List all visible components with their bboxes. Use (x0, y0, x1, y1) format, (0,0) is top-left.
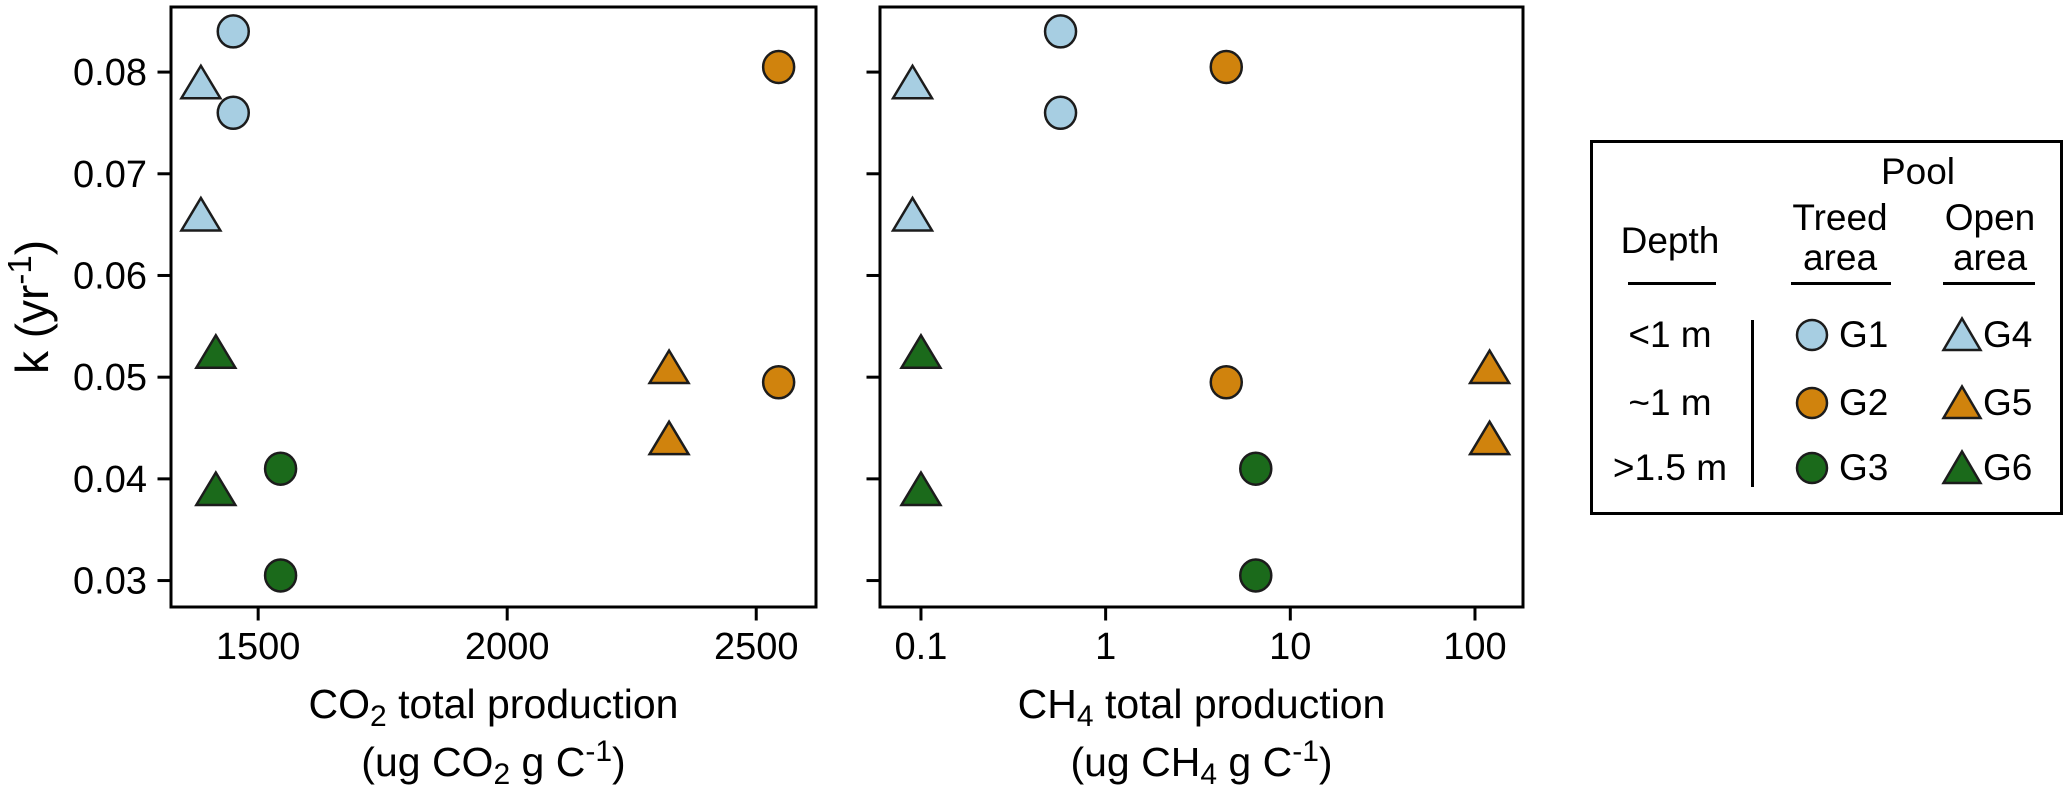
legend-open-header: Open area (1920, 198, 2060, 278)
data-point-G5 (647, 348, 691, 385)
ch4-plot-x-axis-title-line1: CH4 total production (1018, 681, 1386, 733)
co2-plot-y-tick-label: 0.04 (73, 459, 147, 501)
legend-title: Pool (1880, 151, 1956, 192)
data-point-G1 (216, 14, 251, 49)
legend-series-label-G5: G5 (1983, 382, 2033, 423)
legend-series-label-G3: G3 (1839, 447, 1889, 488)
legend-symbol-G4 (1941, 316, 1983, 352)
data-point-G3 (1239, 451, 1273, 486)
legend-series-label-G1: G1 (1839, 314, 1889, 355)
data-point-G4 (179, 63, 223, 100)
ch4-plot-x-tick-label: 10 (1269, 626, 1311, 668)
legend-treed-header: Treed area (1770, 198, 1910, 278)
co2-plot-y-tick-label: 0.07 (73, 154, 147, 196)
legend-symbol-G5 (1941, 384, 1983, 420)
ch4-plot-x-tick-label: 1 (1095, 626, 1116, 668)
co2-plot-frame (169, 5, 818, 609)
data-point-G3 (263, 451, 298, 486)
y-axis-title: k (yr-1) (1, 240, 58, 374)
data-point-G1 (1043, 95, 1078, 131)
data-point-G5 (1467, 419, 1512, 456)
legend-depth-value: >1.5 m (1612, 447, 1728, 488)
legend-series-label-G2: G2 (1839, 382, 1889, 423)
legend-series-label-G4: G4 (1983, 314, 2033, 355)
data-point-G6 (899, 332, 943, 369)
legend-symbol-G1 (1795, 318, 1829, 352)
data-point-G4 (890, 195, 935, 232)
legend-series-label-G6: G6 (1983, 447, 2033, 488)
data-point-G6 (194, 332, 238, 369)
co2-plot-y-tick-label: 0.05 (73, 357, 147, 399)
treed-underline (1791, 282, 1891, 285)
co2-plot-y-tick-label: 0.06 (73, 255, 147, 297)
legend-symbol-G6 (1941, 449, 1983, 485)
data-point-G4 (179, 195, 223, 232)
triangle-icon (1941, 316, 1983, 352)
data-point-G3 (263, 558, 298, 593)
legend-treed-header-line2: area (1802, 237, 1878, 278)
data-point-G2 (761, 365, 796, 400)
circle-icon (1795, 318, 1829, 352)
data-point-G5 (647, 419, 691, 456)
legend-box: Pool Depth Treed area Open area <1 m G1 G4… (1590, 140, 2063, 515)
ch4-plot-x-axis-title-line2: (ug CH4 g C-1) (1070, 735, 1332, 791)
legend-symbol-G3 (1795, 451, 1829, 485)
ch4-plot-frame (878, 5, 1525, 609)
data-point-G2 (1209, 365, 1244, 400)
triangle-icon (1941, 449, 1983, 485)
circle-icon (1795, 386, 1829, 420)
legend-open-header-line2: area (1952, 237, 2028, 278)
co2-plot-y-tick-label: 0.08 (73, 52, 147, 94)
legend-treed-header-line1: Treed (1792, 197, 1888, 238)
ch4-plot-x-tick-label: 0.1 (895, 626, 948, 668)
data-point-G1 (1043, 14, 1078, 49)
legend-depth-value: ~1 m (1628, 382, 1712, 423)
data-point-G6 (899, 470, 943, 507)
ch4-plot-x-tick-label: 100 (1443, 626, 1506, 668)
data-point-G2 (1209, 49, 1244, 85)
data-point-G3 (1239, 558, 1273, 593)
data-point-G4 (890, 63, 935, 100)
legend-depth-value: <1 m (1628, 314, 1712, 355)
co2-plot-y-tick-label: 0.03 (73, 561, 147, 603)
data-point-G5 (1467, 348, 1512, 385)
legend-divider-line (1751, 320, 1754, 487)
depth-underline (1628, 282, 1716, 285)
legend-symbol-G2 (1795, 386, 1829, 420)
triangle-icon (1941, 384, 1983, 420)
co2-plot-x-tick-label: 2000 (465, 626, 550, 668)
co2-plot-x-tick-label: 2500 (714, 626, 799, 668)
legend-open-header-line1: Open (1944, 197, 2036, 238)
circle-icon (1795, 451, 1829, 485)
data-point-G2 (761, 49, 796, 85)
data-point-G6 (194, 470, 238, 507)
co2-plot-x-axis-title-line1: CO2 total production (309, 681, 679, 733)
co2-plot-x-axis-title-line2: (ug CO2 g C-1) (361, 735, 625, 791)
co2-plot-x-tick-label: 1500 (216, 626, 301, 668)
data-point-G1 (216, 95, 251, 131)
legend-depth-header: Depth (1620, 220, 1720, 261)
open-underline (1943, 282, 2035, 285)
